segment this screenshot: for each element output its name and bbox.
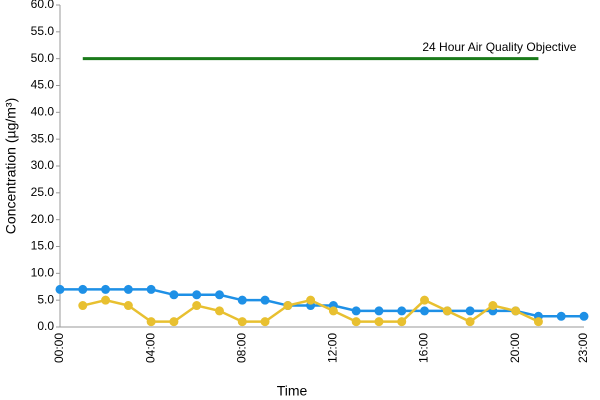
point (488, 301, 498, 311)
point (397, 306, 407, 316)
point (420, 295, 430, 305)
y-tick-label: 25.0 (31, 185, 55, 199)
y-tick-label: 50.0 (31, 51, 55, 65)
x-axis-label: Time (277, 383, 308, 399)
point (351, 317, 361, 327)
y-axis-label: Concentration (µg/m³) (3, 98, 19, 234)
point (465, 306, 475, 316)
point (169, 317, 179, 327)
point (351, 306, 361, 316)
y-tick-label: 15.0 (31, 239, 55, 253)
point (192, 301, 202, 311)
point (283, 301, 293, 311)
x-tick-label: 00:00 (52, 333, 66, 363)
point (237, 295, 247, 305)
point (101, 284, 111, 294)
point (192, 290, 202, 300)
point (260, 317, 270, 327)
point (556, 311, 566, 321)
point (465, 317, 475, 327)
x-tick-label: 12:00 (326, 333, 340, 363)
x-tick-label: 08:00 (234, 333, 248, 363)
y-tick-label: 10.0 (31, 266, 55, 280)
x-tick-label: 16:00 (417, 333, 431, 363)
y-tick-label: 35.0 (31, 131, 55, 145)
point (123, 284, 133, 294)
point (78, 301, 88, 311)
point (306, 295, 316, 305)
point (237, 317, 247, 327)
point (123, 301, 133, 311)
point (511, 306, 521, 316)
point (397, 317, 407, 327)
x-tick-label: 20:00 (508, 333, 522, 363)
x-tick-label: 04:00 (143, 333, 157, 363)
point (101, 295, 111, 305)
point (533, 317, 543, 327)
y-tick-label: 40.0 (31, 105, 55, 119)
y-tick-label: 20.0 (31, 212, 55, 226)
y-tick-label: 0.0 (37, 319, 54, 333)
y-tick-label: 45.0 (31, 78, 55, 92)
point (78, 284, 88, 294)
y-tick-label: 5.0 (37, 292, 54, 306)
y-tick-label: 60.0 (31, 0, 55, 11)
series-label: 24 Hour Air Quality Objective (422, 40, 576, 54)
point (442, 306, 452, 316)
point (214, 290, 224, 300)
point (420, 306, 430, 316)
y-tick-label: 30.0 (31, 158, 55, 172)
point (579, 311, 589, 321)
x-tick-label: 23:00 (576, 333, 590, 363)
point (146, 284, 156, 294)
point (374, 317, 384, 327)
point (260, 295, 270, 305)
point (169, 290, 179, 300)
point (55, 284, 65, 294)
point (374, 306, 384, 316)
y-tick-label: 55.0 (31, 24, 55, 38)
point (146, 317, 156, 327)
point (214, 306, 224, 316)
point (328, 306, 338, 316)
